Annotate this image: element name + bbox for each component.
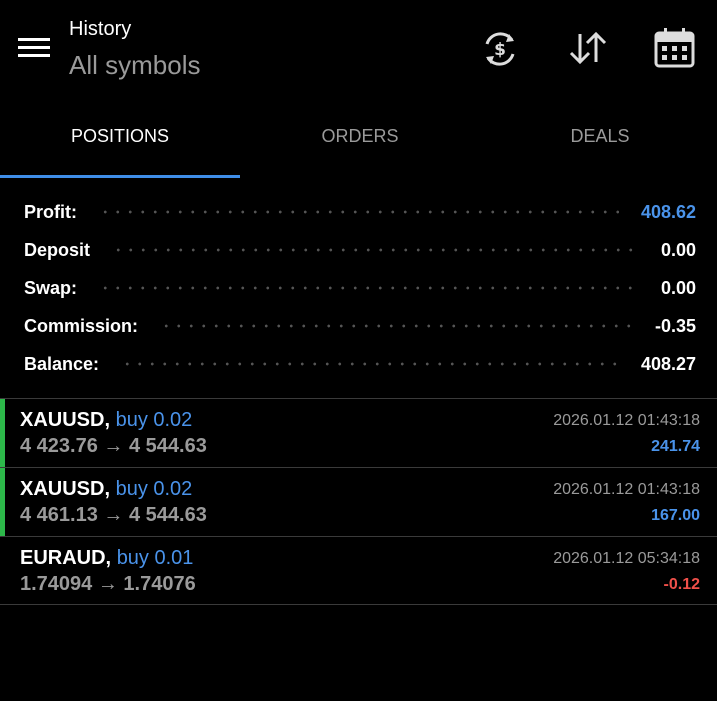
summary-value: 0.00: [660, 277, 696, 298]
summary-value: 408.27: [640, 353, 696, 374]
summary-row: Balance: 408.27: [24, 345, 696, 383]
side: buy 0.01: [116, 547, 194, 569]
summary-value: 0.00: [660, 239, 696, 260]
summary-label: Commission:: [24, 315, 139, 336]
summary-label: Balance:: [24, 353, 100, 374]
profit: 167.00: [651, 507, 700, 524]
symbol: XAUUSD,: [20, 409, 111, 431]
leader-dots: [121, 362, 619, 366]
summary-row: Commission: -0.35: [24, 307, 696, 345]
position-item[interactable]: EURAUD, buy 0.01 1.74094 → 1.74076 2026.01…: [0, 536, 717, 605]
tab-indicator: [0, 175, 240, 178]
svg-text:$: $: [494, 40, 506, 60]
side: buy 0.02: [115, 409, 193, 431]
leader-dots: [160, 324, 633, 328]
symbol-line: EURAUD, buy 0.01: [20, 547, 193, 570]
symbol: XAUUSD,: [20, 478, 111, 500]
menu-icon[interactable]: [18, 36, 52, 62]
sort-icon[interactable]: [568, 30, 608, 66]
summary-value: 408.62: [640, 201, 696, 222]
symbol-line: XAUUSD, buy 0.02: [20, 409, 192, 432]
summary-value: -0.35: [654, 315, 696, 336]
time: 2026.01.12 01:43:18: [553, 412, 700, 429]
position-item[interactable]: XAUUSD, buy 0.02 4 423.76 → 4 544.63 2026.…: [0, 398, 717, 467]
summary-row: Profit: 408.62: [24, 193, 696, 231]
tab[interactable]: DEALS: [570, 126, 630, 146]
prices: 1.74094 → 1.74076: [20, 573, 196, 595]
symbol-line: XAUUSD, buy 0.02: [20, 478, 192, 501]
profit: 241.74: [651, 438, 700, 455]
prices: 4 423.76 → 4 544.63: [20, 435, 207, 457]
side: buy 0.02: [115, 478, 193, 500]
prices: 4 461.13 → 4 544.63: [20, 504, 207, 526]
subtitle[interactable]: All symbols: [69, 50, 201, 80]
summary-label: Profit:: [24, 201, 77, 222]
summary-row: Deposit 0.00: [24, 231, 696, 269]
leader-dots: [99, 286, 639, 290]
title: History: [69, 18, 132, 40]
calendar-icon[interactable]: [654, 27, 696, 69]
position-item[interactable]: XAUUSD, buy 0.02 4 461.13 → 4 544.63 2026.…: [0, 467, 717, 536]
time: 2026.01.12 01:43:18: [553, 481, 700, 498]
leader-dots: [112, 248, 639, 252]
divider: [0, 604, 717, 605]
status-bar: [0, 399, 5, 467]
summary-row: Swap: 0.00: [24, 269, 696, 307]
currency-icon[interactable]: $: [481, 30, 519, 68]
time: 2026.01.12 05:34:18: [553, 550, 700, 567]
status-bar: [0, 468, 5, 536]
tab[interactable]: ORDERS: [321, 126, 399, 146]
tab[interactable]: POSITIONS: [70, 126, 169, 146]
summary-label: Swap:: [24, 277, 78, 298]
symbol: EURAUD,: [20, 547, 112, 569]
profit: -0.12: [663, 576, 700, 593]
leader-dots: [99, 210, 619, 214]
summary-label: Deposit: [24, 239, 91, 260]
